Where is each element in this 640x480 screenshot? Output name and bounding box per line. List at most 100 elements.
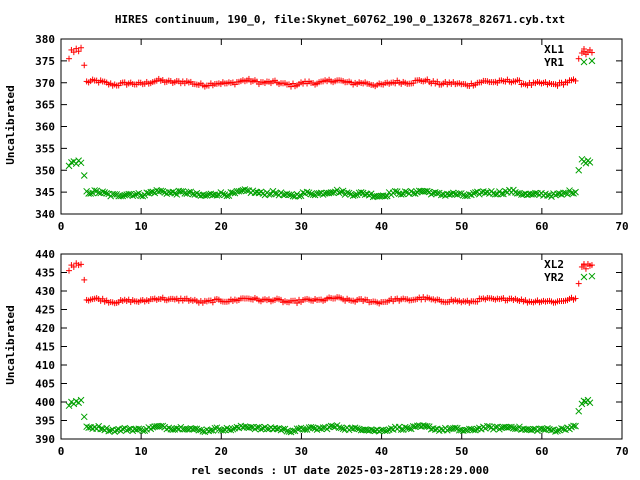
- data-point-cross: [335, 424, 343, 431]
- data-point-cross: [383, 192, 391, 200]
- data-point-cross: [552, 428, 559, 435]
- y-tick-label: 365: [35, 99, 55, 112]
- data-point-cross: [289, 427, 297, 435]
- data-point-cross: [397, 191, 405, 198]
- data-point-cross: [215, 426, 223, 433]
- data-point-cross: [125, 190, 133, 198]
- top-plot-panel: Uncalibrated 340 345 350 355 360 365 370 375 380…: [4, 33, 629, 233]
- data-point-cross: [514, 190, 521, 197]
- data-point-cross: [307, 190, 315, 198]
- data-point-cross: [367, 426, 375, 433]
- data-point-cross: [149, 423, 157, 431]
- data-point-cross: [361, 426, 369, 434]
- data-point-cross: [339, 425, 347, 433]
- data-point-cross: [449, 189, 457, 197]
- y-tick-label: 430: [35, 285, 55, 298]
- data-point-cross: [99, 188, 107, 196]
- data-point-cross: [307, 423, 315, 431]
- data-point-cross: [377, 426, 385, 434]
- data-point-cross: [367, 190, 375, 198]
- data-point-cross: [560, 425, 567, 433]
- data-point-cross: [465, 190, 473, 198]
- data-point-cross: [548, 426, 555, 434]
- legend-label-yr1: YR1: [544, 56, 564, 69]
- data-point-cross: [119, 192, 127, 200]
- x-axis-label: rel seconds : UT date 2025-03-28T19:28:2…: [191, 464, 489, 477]
- data-point-cross: [570, 422, 577, 430]
- data-point-cross: [482, 189, 489, 197]
- data-point-cross: [191, 425, 199, 433]
- data-point-cross: [455, 190, 463, 197]
- data-point-cross: [401, 188, 409, 196]
- data-point-cross: [463, 426, 471, 434]
- legend-label-yr2: YR2: [544, 271, 564, 284]
- data-point-cross: [437, 425, 445, 433]
- data-point-cross: [518, 191, 525, 198]
- x-tick-label: 30: [295, 445, 308, 458]
- y-tick-label: 425: [35, 304, 55, 317]
- data-point-cross: [177, 188, 185, 195]
- y-tick-label: 440: [35, 248, 55, 261]
- x-tick-label: 70: [615, 445, 628, 458]
- data-point-cross: [301, 426, 309, 433]
- data-point-cross: [355, 425, 363, 433]
- data-point-cross: [528, 191, 535, 198]
- data-point-plus: [575, 55, 582, 62]
- data-point-plus: [516, 77, 523, 84]
- y-tick-label: 400: [35, 396, 55, 409]
- data-point-cross: [111, 190, 119, 198]
- y-tick-label: 435: [35, 267, 55, 280]
- data-point-cross: [243, 187, 251, 194]
- data-point-plus: [572, 77, 579, 84]
- data-point-cross: [572, 188, 579, 196]
- y-tick-label: 415: [35, 341, 55, 354]
- data-point-plus: [554, 82, 561, 89]
- data-point-cross: [564, 190, 571, 198]
- data-point-cross: [135, 425, 143, 433]
- data-point-cross: [107, 427, 115, 434]
- data-point-plus: [294, 300, 301, 307]
- data-point-cross: [556, 190, 563, 198]
- data-point-cross: [91, 187, 99, 194]
- bottom-plot-frame: [60, 253, 623, 440]
- data-point-cross: [80, 413, 88, 421]
- data-point-cross: [97, 425, 105, 433]
- data-point-cross: [558, 425, 565, 432]
- y-tick-label: 380: [35, 33, 55, 46]
- data-point-cross: [492, 423, 499, 431]
- data-point-cross: [283, 427, 291, 435]
- data-point-cross: [560, 189, 567, 197]
- y-tick-label: 370: [35, 77, 55, 90]
- data-point-cross: [207, 190, 215, 198]
- data-point-cross: [319, 424, 327, 431]
- data-point-cross: [431, 426, 439, 433]
- data-point-cross: [461, 192, 469, 200]
- data-point-cross: [285, 428, 293, 435]
- data-point-cross: [570, 190, 577, 197]
- top-plot-frame: [60, 38, 623, 215]
- data-point-cross: [568, 423, 575, 431]
- x-tick-label: 60: [535, 445, 548, 458]
- data-point-cross: [403, 424, 411, 432]
- data-point-cross: [225, 192, 233, 199]
- data-point-cross: [201, 192, 209, 199]
- y-tick-label: 360: [35, 121, 55, 134]
- data-point-cross: [103, 424, 111, 432]
- data-point-cross: [357, 189, 365, 196]
- data-point-cross: [289, 192, 297, 200]
- data-point-cross: [233, 423, 241, 431]
- data-point-cross: [548, 193, 555, 201]
- data-point-cross: [285, 191, 293, 199]
- data-point-plus: [588, 262, 595, 269]
- data-point-cross: [343, 189, 351, 196]
- data-point-cross: [181, 189, 189, 197]
- data-point-cross: [339, 187, 347, 195]
- data-point-cross: [329, 189, 337, 196]
- data-point-cross: [333, 186, 341, 194]
- data-point-cross: [211, 424, 219, 432]
- data-point-cross: [586, 399, 594, 407]
- data-point-cross: [516, 423, 523, 431]
- x-tick-label: 60: [535, 220, 548, 233]
- data-point-plus: [78, 44, 85, 51]
- data-point-plus: [70, 263, 77, 270]
